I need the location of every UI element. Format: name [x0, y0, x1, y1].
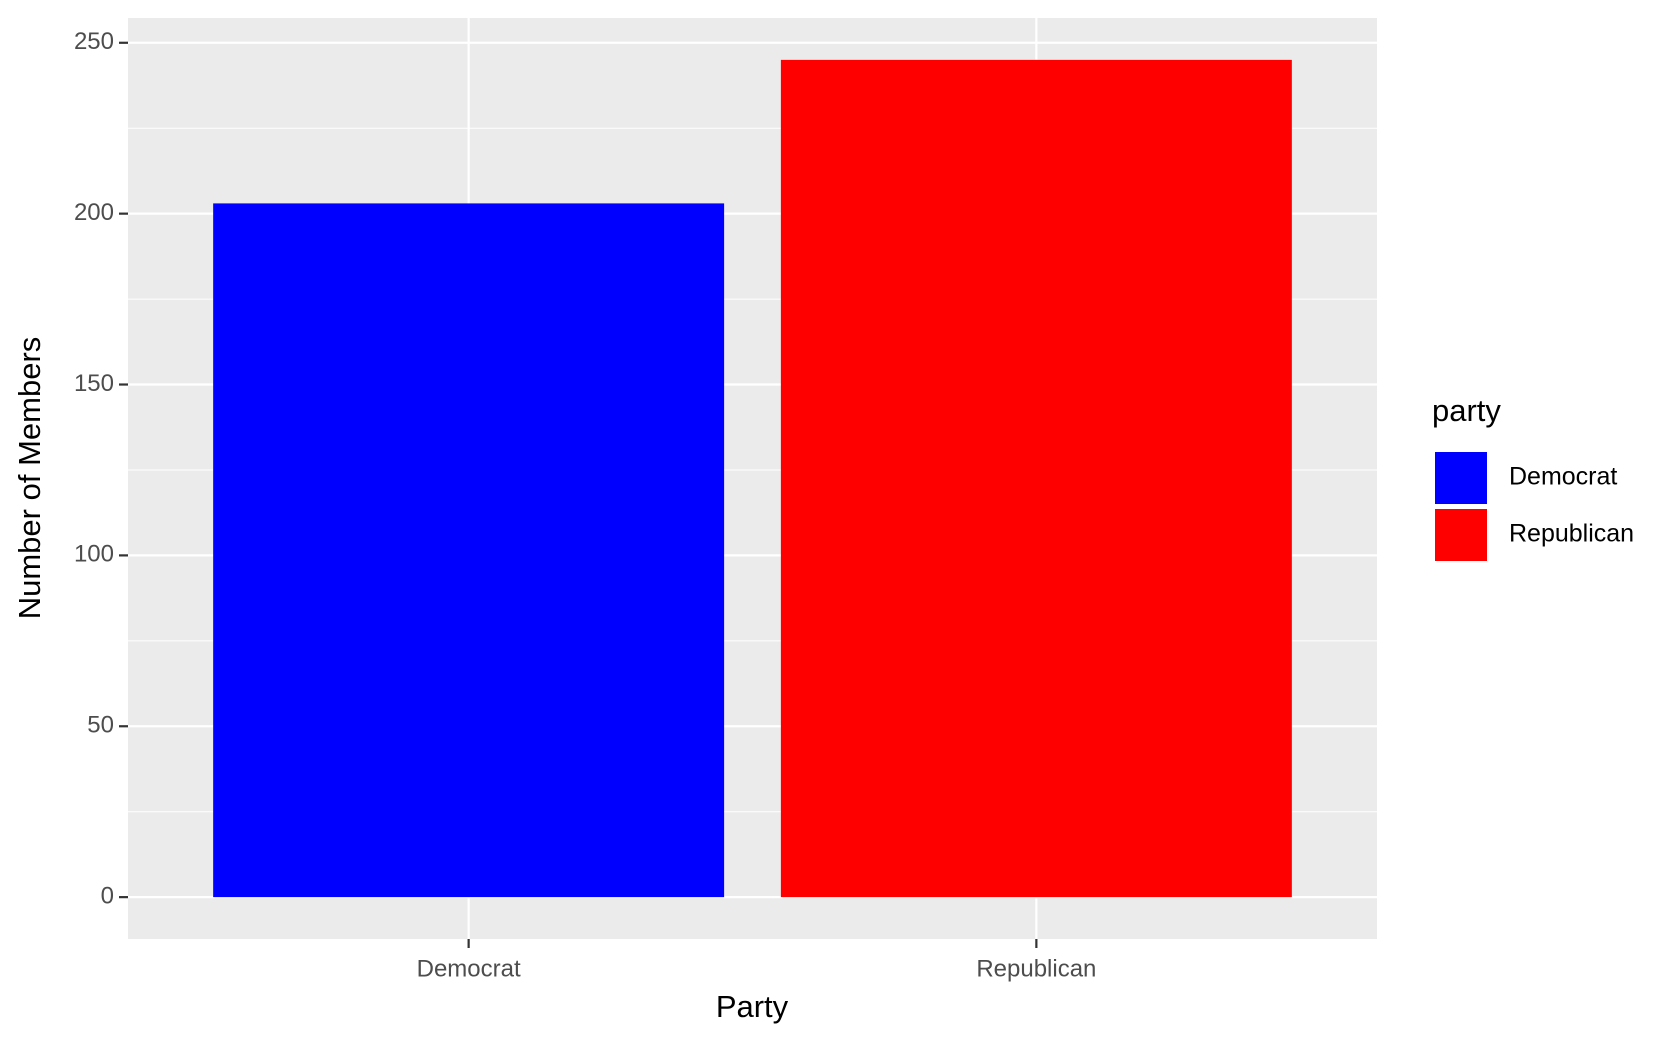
- y-tick-label: 150: [74, 370, 114, 397]
- legend-swatch: [1433, 450, 1489, 506]
- x-axis-title: Party: [716, 989, 789, 1024]
- legend-label: Democrat: [1509, 463, 1617, 491]
- y-tick-label: 200: [74, 199, 114, 226]
- bar: [780, 59, 1292, 898]
- y-tick-label: 250: [74, 28, 114, 55]
- x-tick-label: Democrat: [417, 955, 521, 982]
- x-tick-label: Republican: [976, 955, 1096, 982]
- y-axis-title: Number of Members: [12, 337, 47, 620]
- y-tick-label: 100: [74, 541, 114, 568]
- legend-title: party: [1432, 393, 1501, 428]
- legend-swatch: [1433, 507, 1489, 563]
- y-tick-label: 0: [101, 882, 114, 909]
- legend-label: Republican: [1509, 520, 1634, 548]
- y-tick-label: 50: [87, 712, 114, 739]
- bar: [213, 203, 725, 898]
